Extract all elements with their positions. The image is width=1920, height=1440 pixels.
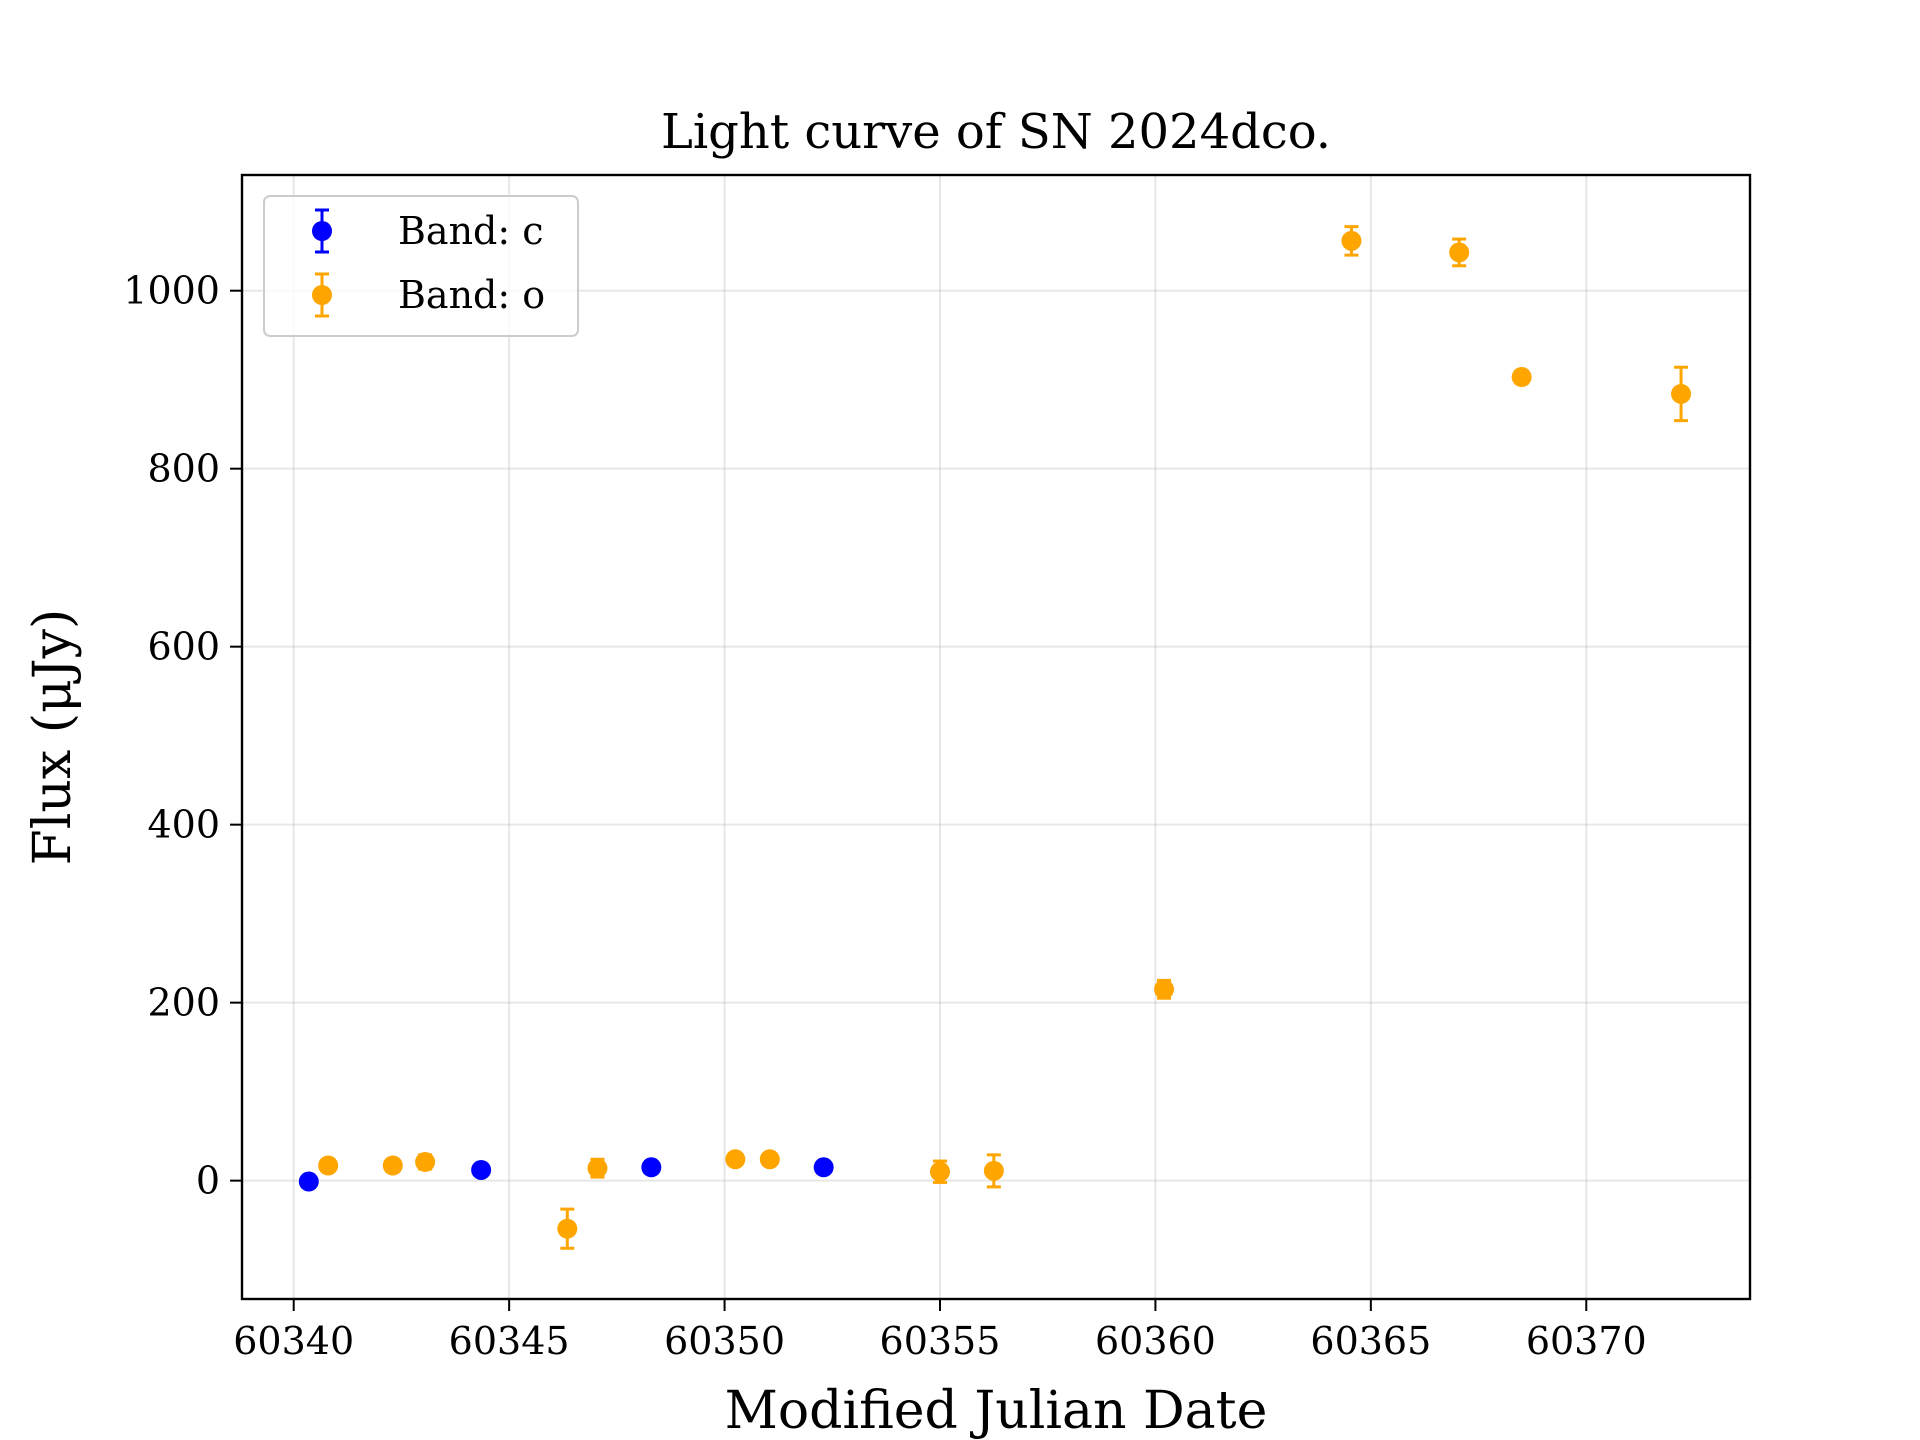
legend-box xyxy=(263,195,579,337)
y-axis-label: Flux (μJy) xyxy=(23,609,83,866)
legend-label: Band: o xyxy=(398,273,545,317)
data-point xyxy=(587,1158,608,1179)
y-tick-label: 1000 xyxy=(123,269,220,313)
data-point xyxy=(471,1159,492,1180)
plot-frame xyxy=(240,173,1752,1301)
y-tick-label: 400 xyxy=(147,803,220,847)
x-tick-label: 60345 xyxy=(449,1319,570,1363)
y-tick-label: 0 xyxy=(196,1159,220,1203)
legend-marker xyxy=(312,285,332,305)
data-point xyxy=(641,1157,662,1178)
x-tick-label: 60360 xyxy=(1095,1319,1216,1363)
data-point xyxy=(1449,242,1470,263)
y-tick-label: 200 xyxy=(147,981,220,1025)
data-point xyxy=(298,1171,319,1192)
axis-ticks: 60340 60345 60350 60355 60360 60365 60370 0 200 4… xyxy=(123,269,1646,1363)
legend: Band: c Band: o xyxy=(263,195,579,337)
legend-marker xyxy=(312,221,332,241)
x-tick-label: 60355 xyxy=(880,1319,1001,1363)
legend-label: Band: c xyxy=(398,209,544,253)
x-tick-label: 60350 xyxy=(664,1319,785,1363)
x-tick-label: 60370 xyxy=(1526,1319,1647,1363)
y-tick-label: 800 xyxy=(147,447,220,491)
data-point xyxy=(1511,367,1532,388)
x-axis-label: Modified Julian Date xyxy=(725,1381,1268,1440)
data-point xyxy=(813,1157,834,1178)
data-point xyxy=(929,1161,950,1182)
grid xyxy=(242,175,1750,1299)
x-tick-label: 60365 xyxy=(1310,1319,1431,1363)
data-point xyxy=(1154,979,1175,1000)
chart-title: Light curve of SN 2024dco. xyxy=(661,104,1331,160)
x-tick-label: 60340 xyxy=(233,1319,354,1363)
data-point xyxy=(1671,383,1692,404)
data-point xyxy=(415,1151,436,1172)
data-point xyxy=(557,1218,578,1239)
data-point xyxy=(983,1160,1004,1181)
data-point xyxy=(725,1149,746,1170)
y-tick-label: 600 xyxy=(147,625,220,669)
data-point xyxy=(759,1149,780,1170)
data-point xyxy=(318,1155,339,1176)
data-points xyxy=(298,225,1692,1250)
data-point xyxy=(382,1155,403,1176)
data-point xyxy=(1341,230,1362,251)
